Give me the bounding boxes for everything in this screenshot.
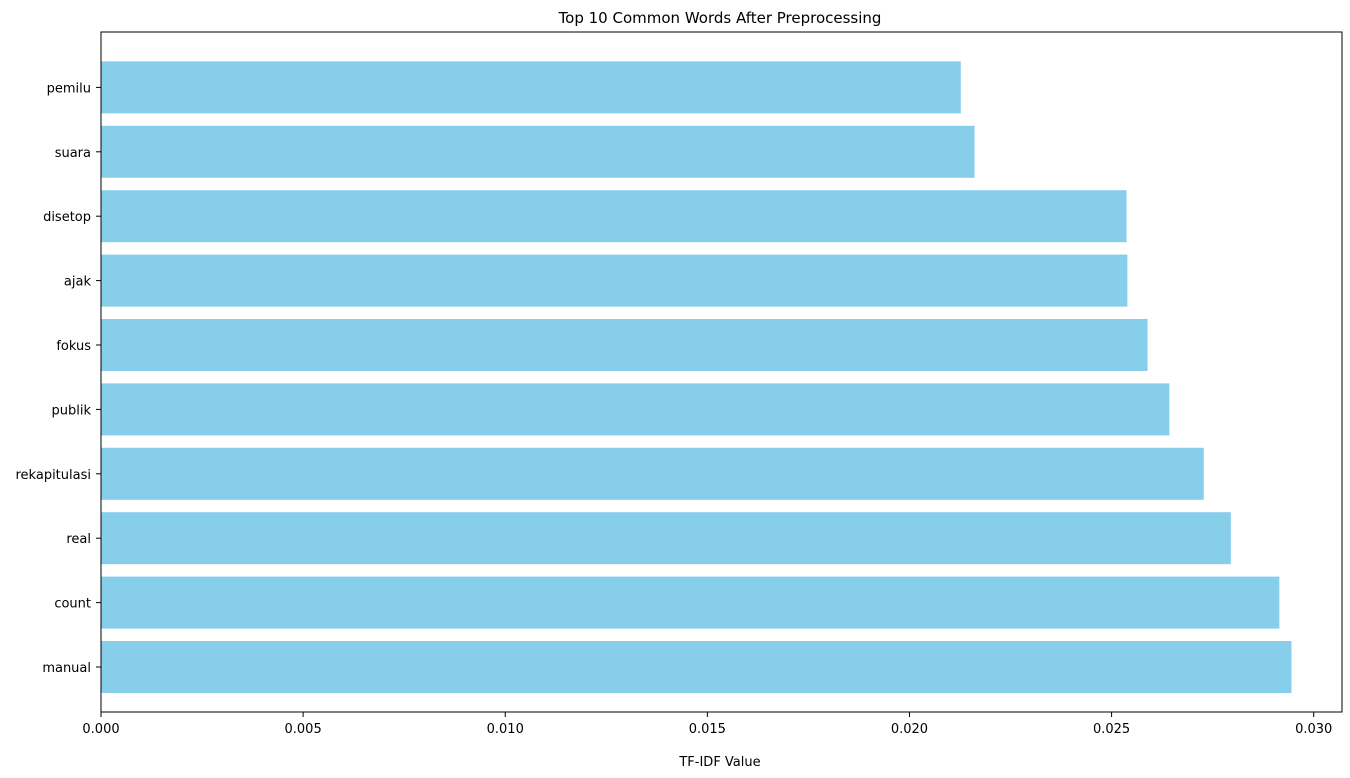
- bar-real: [101, 512, 1231, 565]
- x-tick-label: 0.010: [487, 722, 524, 737]
- y-tick-label: suara: [55, 146, 91, 161]
- x-tick-label: 0.000: [82, 722, 119, 737]
- y-tick-label: pemilu: [47, 81, 91, 96]
- plot-frame: [100, 31, 1343, 713]
- bar-publik: [101, 383, 1170, 436]
- x-axis-ticks: 0.000 0.005 0.010 0.015 0.020 0.025 0.030: [82, 712, 1332, 737]
- y-tick-label: disetop: [43, 210, 91, 225]
- y-tick-label: fokus: [56, 339, 91, 354]
- y-axis-ticks: manual count real rekapitulasi publik fokus aj…: [16, 81, 101, 676]
- x-tick-label: 0.030: [1295, 722, 1332, 737]
- y-tick-label: publik: [52, 403, 92, 418]
- bar-rekapitulasi: [101, 447, 1204, 500]
- x-tick-label: 0.015: [689, 722, 726, 737]
- bar-disetop: [101, 190, 1127, 243]
- x-axis-label: TF-IDF Value: [678, 755, 760, 770]
- y-tick-label: real: [66, 532, 91, 547]
- x-tick-label: 0.020: [891, 722, 928, 737]
- y-tick-label: manual: [42, 661, 91, 676]
- bar-manual: [101, 641, 1292, 693]
- bar-pemilu: [101, 61, 961, 114]
- bar-ajak: [101, 254, 1128, 307]
- x-tick-label: 0.025: [1093, 722, 1130, 737]
- x-tick-label: 0.005: [285, 722, 322, 737]
- y-tick-label: rekapitulasi: [16, 468, 92, 483]
- y-tick-label: ajak: [64, 275, 92, 290]
- y-tick-label: count: [54, 597, 91, 612]
- bar-suara: [101, 125, 975, 178]
- bar-count: [101, 576, 1280, 629]
- chart-title: Top 10 Common Words After Preprocessing: [558, 9, 882, 27]
- bars-group: [101, 61, 1292, 693]
- bar-fokus: [101, 319, 1148, 371]
